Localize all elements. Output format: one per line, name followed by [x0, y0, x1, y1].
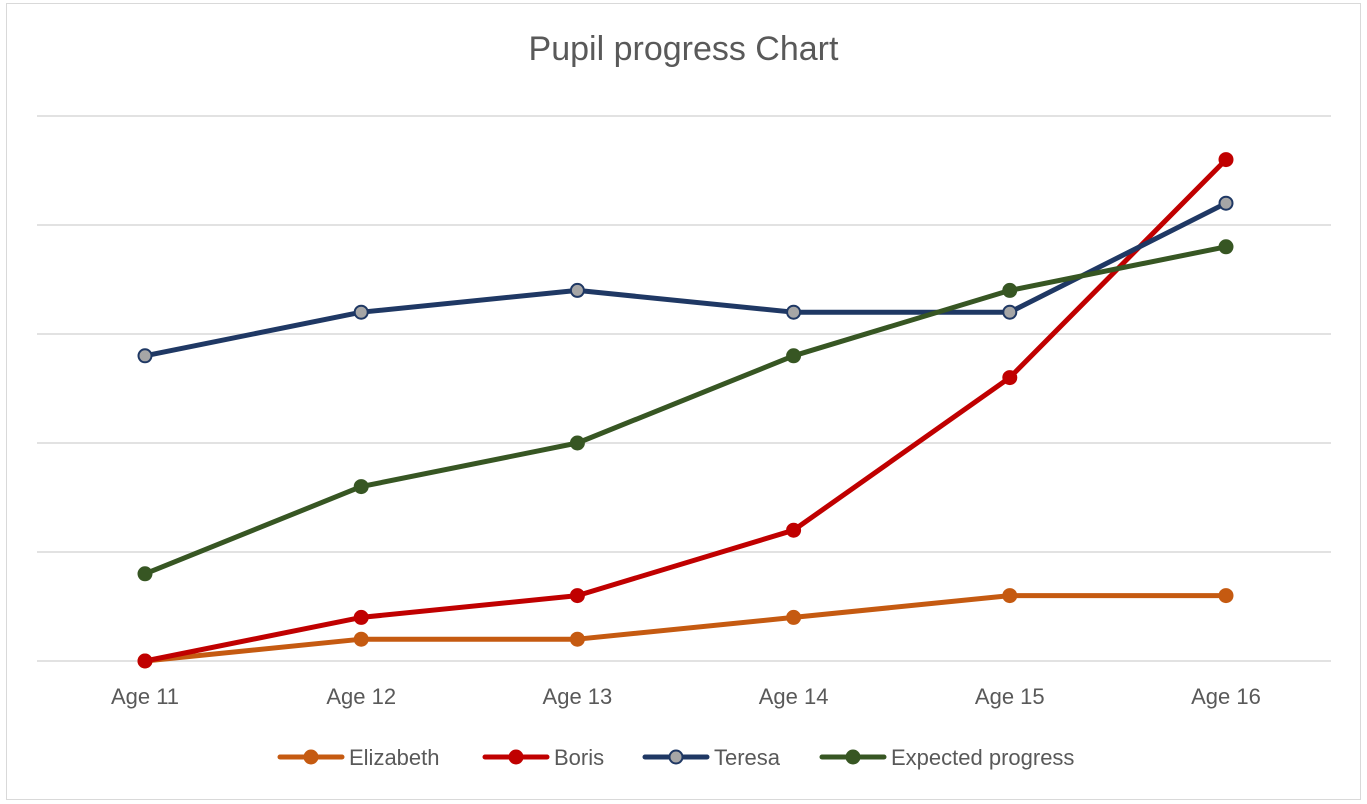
x-tick-label: Age 14: [759, 684, 829, 709]
data-point: [353, 609, 369, 625]
data-point: [569, 588, 585, 604]
legend-swatch-marker: [668, 749, 684, 765]
data-point: [1002, 304, 1018, 320]
series-line: [142, 593, 1229, 664]
data-point: [569, 631, 585, 647]
x-tick-label: Age 12: [326, 684, 396, 709]
data-point: [353, 631, 369, 647]
data-point: [569, 282, 585, 298]
x-tick-label: Age 13: [543, 684, 613, 709]
data-point: [1002, 282, 1018, 298]
data-point: [1218, 195, 1234, 211]
data-point: [1218, 588, 1234, 604]
legend-label: Boris: [554, 745, 604, 770]
data-point: [1002, 588, 1018, 604]
data-point: [353, 304, 369, 320]
legend-swatch-marker: [508, 749, 524, 765]
data-point: [1218, 239, 1234, 255]
data-point: [569, 435, 585, 451]
data-point: [786, 609, 802, 625]
data-point: [786, 304, 802, 320]
x-tick-label: Age 15: [975, 684, 1045, 709]
data-point: [137, 653, 153, 669]
legend-label: Expected progress: [891, 745, 1074, 770]
data-point: [353, 479, 369, 495]
data-point: [1218, 152, 1234, 168]
series-line: [142, 244, 1229, 577]
x-tick-label: Age 16: [1191, 684, 1261, 709]
series-line: [142, 157, 1229, 664]
legend-swatch-marker: [845, 749, 861, 765]
data-point: [786, 348, 802, 364]
data-point: [786, 522, 802, 538]
legend-label: Elizabeth: [349, 745, 440, 770]
legend-swatch-marker: [303, 749, 319, 765]
data-point: [1002, 370, 1018, 386]
x-tick-label: Age 11: [111, 684, 179, 709]
data-point: [137, 566, 153, 582]
chart-title: Pupil progress Chart: [528, 30, 839, 68]
series-line: [142, 200, 1229, 359]
legend-label: Teresa: [714, 745, 781, 770]
data-point: [137, 348, 153, 364]
